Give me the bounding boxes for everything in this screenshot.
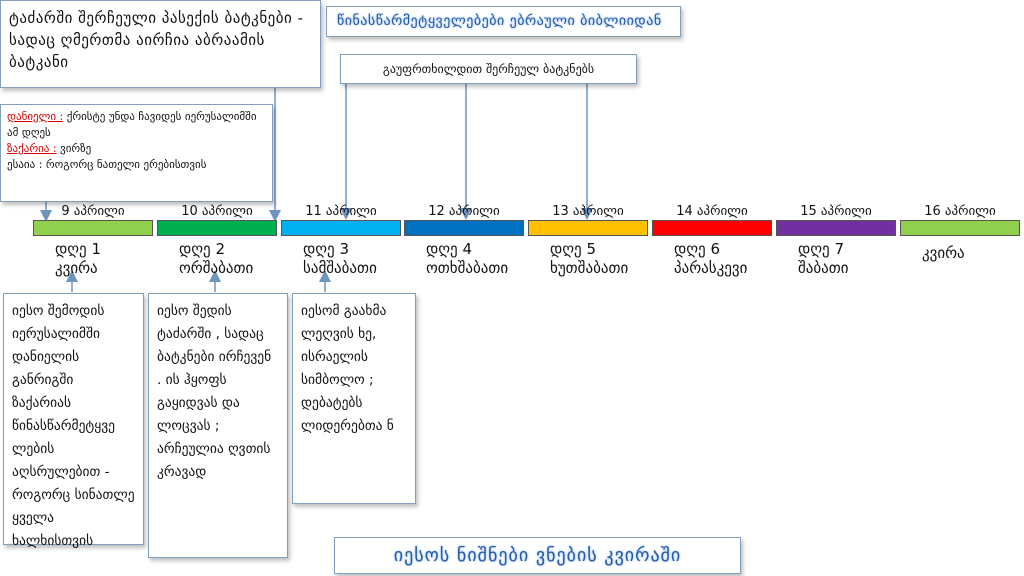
day-date-6: 14 აპრილი — [676, 204, 748, 219]
day-bar-5 — [528, 220, 648, 236]
prophecy-isaiah: ესაია : როგორც ნათელი ერებისთვის — [7, 158, 207, 171]
temple-lambs-text: ტაძარში შერჩეული პასექის ბატკნები - სადა… — [9, 9, 304, 71]
desc-box-day3: იესომ გაახმა ლეღვის ხე, ისრაელის სიმბოლო… — [292, 293, 416, 504]
prophecies-title: წინასწარმეტყველებები ებრაული ბიბლიიდან — [326, 6, 681, 37]
day-weekday-7: შაბათი — [798, 259, 849, 277]
day-number-7: დღე 7 — [798, 240, 844, 258]
daniel-text: ქრისტე უნდა ჩავიდეს იერუსალიმში ამ დღეს — [7, 110, 257, 139]
zechariah-text: ვირზე — [56, 142, 92, 155]
day-bar-3 — [281, 220, 401, 236]
desc-box-day2: იესო შედის ტაძარში , სადაც ბატკნები ირჩე… — [148, 293, 288, 558]
day-number-5: დღე 5 — [550, 240, 596, 258]
day-bar-2 — [157, 220, 277, 236]
day-label-3: დღე 3 სამშაბათი — [293, 240, 423, 278]
day-label-1: დღე 1 კვირა — [45, 240, 175, 278]
day-label-4: დღე 4 ოთხშაბათი — [416, 240, 546, 278]
day-label-8: კვირა — [912, 240, 1024, 263]
day-date-5: 13 აპრილი — [552, 204, 624, 219]
day-bar-6 — [652, 220, 772, 236]
day-date-3: 11 აპრილი — [305, 204, 377, 219]
day-label-5: დღე 5 ხუთშაბათი — [540, 240, 670, 278]
day-weekday-8: კვირა — [922, 244, 965, 262]
day-date-2: 10 აპრილი — [181, 204, 253, 219]
day-label-6: დღე 6 პარასკევი — [664, 240, 794, 278]
day-label-7: დღე 7 შაბათი — [788, 240, 918, 278]
day-bar-4 — [404, 220, 524, 236]
day-weekday-1: კვირა — [55, 259, 98, 277]
daniel-name: დანიელი : — [7, 110, 64, 123]
desc-day3-text: იესომ გაახმა ლეღვის ხე, ისრაელის სიმბოლო… — [301, 303, 394, 434]
day-bar-1 — [33, 220, 153, 236]
day-date-8: 16 აპრილი — [924, 204, 996, 219]
prophecy-box: დანიელი : ქრისტე უნდა ჩავიდეს იერუსალიმშ… — [0, 104, 273, 202]
temple-lambs-box: ტაძარში შერჩეული პასექის ბატკნები - სადა… — [0, 0, 321, 88]
day-weekday-5: ხუთშაბათი — [550, 259, 629, 277]
prophecy-zechariah: ზაქარია : ვირზე — [7, 141, 266, 157]
desc-day1-text: იესო შემოდის იერუსალიმში დანიელის განრიგ… — [12, 303, 135, 549]
day-number-4: დღე 4 — [426, 240, 472, 258]
day-date-4: 12 აპრილი — [428, 204, 500, 219]
day-bar-7 — [776, 220, 896, 236]
zechariah-name: ზაქარია : — [7, 142, 57, 155]
desc-day2-text: იესო შედის ტაძარში , სადაც ბატკნები ირჩე… — [157, 303, 272, 480]
desc-box-day1: იესო შემოდის იერუსალიმში დანიელის განრიგ… — [3, 293, 144, 549]
day-weekday-6: პარასკევი — [674, 259, 748, 277]
holy-week-title: იესოს ნიშნები ვნების კვირაში — [334, 537, 741, 574]
day-number-2: დღე 2 — [179, 240, 225, 258]
prophecy-daniel: დანიელი : ქრისტე უნდა ჩავიდეს იერუსალიმშ… — [7, 109, 266, 141]
day-weekday-4: ოთხშაბათი — [426, 259, 509, 277]
day-number-3: დღე 3 — [303, 240, 349, 258]
day-weekday-2: ორშაბათი — [179, 259, 254, 277]
day-bar-8 — [900, 220, 1020, 236]
day-number-6: დღე 6 — [674, 240, 720, 258]
day-date-7: 15 აპრილი — [800, 204, 872, 219]
verify-lambs-box: გაუფრთხილდით შერჩეულ ბატკნებს — [340, 54, 637, 84]
day-number-1: დღე 1 — [55, 240, 101, 258]
day-label-2: დღე 2 ორშაბათი — [169, 240, 299, 278]
day-date-1: 9 აპრილი — [61, 204, 125, 219]
day-weekday-3: სამშაბათი — [303, 259, 377, 277]
